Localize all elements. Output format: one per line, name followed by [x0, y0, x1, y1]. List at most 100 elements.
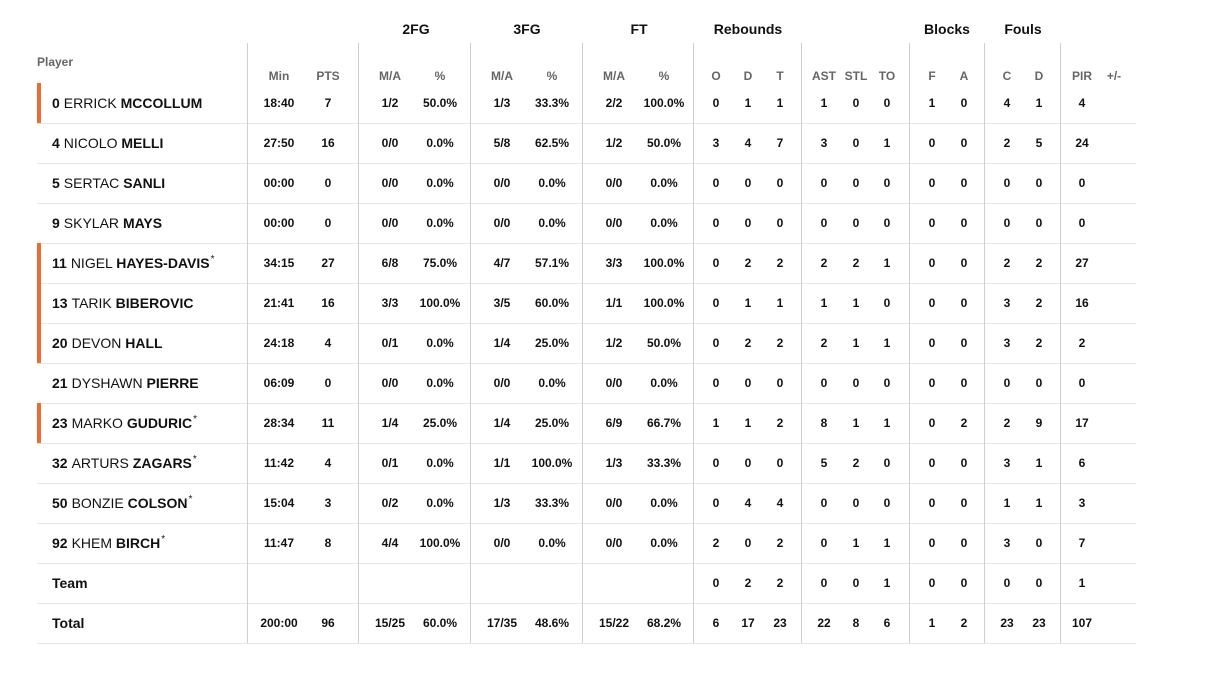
column-divider [1060, 43, 1061, 643]
stat-cell: 0 [712, 176, 720, 190]
stat-cell: 0 [960, 496, 968, 510]
stat-cell: 1/4 [381, 416, 399, 430]
stat-cell: 0.0% [538, 536, 566, 550]
stat-cell: 5 [820, 456, 828, 470]
stat-cell: 3 [1003, 336, 1011, 350]
stat-cell: 0 [928, 176, 936, 190]
column-header[interactable]: +/- [1106, 69, 1122, 83]
total-row-label: Total [52, 615, 85, 631]
player-name-link[interactable]: 4 NICOLO MELLI [52, 123, 164, 163]
column-divider [801, 43, 802, 643]
stat-cell: 2 [852, 256, 860, 270]
stat-cell: 0.0% [426, 496, 454, 510]
player-last-name: BIBEROVIC [115, 295, 194, 311]
stat-cell: 0 [712, 456, 720, 470]
stat-cell: 1/3 [493, 496, 511, 510]
column-header[interactable]: D [1034, 69, 1044, 83]
stat-cell: 2 [776, 536, 784, 550]
column-header[interactable]: C [1002, 69, 1012, 83]
stat-cell: 100.0% [419, 536, 461, 550]
column-header[interactable]: Min [268, 69, 290, 83]
asterisk-marker: * [192, 454, 197, 465]
player-name-link[interactable]: 9 SKYLAR MAYS [52, 203, 163, 243]
stat-cell: 4 [324, 456, 332, 470]
stat-cell [1092, 323, 1136, 363]
stat-cell: 23 [1000, 616, 1014, 630]
stat-cell: 0/0 [605, 536, 623, 550]
column-header[interactable]: AST [812, 69, 836, 83]
stat-cell: 33.3% [534, 96, 570, 110]
stat-cell: 1 [820, 96, 828, 110]
column-header[interactable]: A [959, 69, 969, 83]
stat-cell: 0 [960, 336, 968, 350]
player-name-link[interactable]: 23 MARKO GUDURIC* [52, 403, 197, 443]
stat-cell: 2 [744, 256, 752, 270]
stat-cell: 1 [852, 296, 860, 310]
column-header[interactable]: TO [878, 69, 896, 83]
column-header[interactable]: PIR [1071, 69, 1092, 83]
column-header[interactable]: PTS [316, 69, 340, 83]
stat-cell: 4 [744, 496, 752, 510]
stat-cell: 1 [852, 536, 860, 550]
stat-cell: 2 [1035, 336, 1043, 350]
player-name-link[interactable]: 50 BONZIE COLSON* [52, 483, 192, 523]
player-name-link[interactable]: 11 NIGEL HAYES-DAVIS* [52, 243, 214, 283]
stat-cell: 0 [1003, 376, 1011, 390]
stat-cell: 1 [820, 296, 828, 310]
stat-cell: 11:47 [263, 536, 295, 550]
column-header[interactable]: % [434, 69, 446, 83]
group-header-rebounds: Rebounds [713, 21, 783, 37]
stat-cell: 0 [1078, 176, 1086, 190]
stat-cell: 6 [883, 616, 891, 630]
stat-cell: 0 [820, 496, 828, 510]
player-name-link[interactable]: 20 DEVON HALL [52, 323, 164, 363]
stat-cell: 25.0% [534, 416, 570, 430]
stat-cell: 17/35 [486, 616, 518, 630]
stat-cell: 0 [883, 296, 891, 310]
column-divider [909, 43, 910, 643]
column-header[interactable]: STL [844, 69, 868, 83]
column-header[interactable]: O [711, 69, 721, 83]
stat-cell: 24:18 [263, 336, 295, 350]
stat-cell: 0.0% [426, 176, 454, 190]
stat-cell: 60.0% [422, 616, 458, 630]
stat-cell: 0/0 [605, 176, 623, 190]
group-header-fouls: Fouls [1004, 21, 1042, 37]
stat-cell: 0.0% [426, 336, 454, 350]
column-header[interactable]: M/A [379, 69, 401, 83]
stat-cell: 4 [776, 496, 784, 510]
player-name-link[interactable]: 32 ARTURS ZAGARS* [52, 443, 197, 483]
player-row: 4 NICOLO MELLI 27:50 16 0/0 0.0% 5/8 62.5% 1/2 50… [37, 123, 1136, 164]
player-name-link[interactable]: 92 KHEM BIRCH* [52, 523, 165, 563]
player-row: 20 DEVON HALL 24:18 4 0/1 0.0% 1/4 25.0% 1/2 50.0… [37, 323, 1136, 364]
player-name-link[interactable]: 21 DYSHAWN PIERRE [52, 363, 200, 403]
player-last-name: BIRCH [115, 535, 161, 551]
stat-cell: 0 [928, 456, 936, 470]
player-last-name: MAYS [122, 215, 163, 231]
column-header[interactable]: % [546, 69, 558, 83]
stat-cell: 0 [928, 296, 936, 310]
column-header[interactable]: D [743, 69, 753, 83]
stat-cell: 22 [817, 616, 831, 630]
column-header[interactable]: F [928, 69, 936, 83]
column-header[interactable]: M/A [603, 69, 625, 83]
player-name-link[interactable]: 5 SERTAC SANLI [52, 163, 166, 203]
column-header[interactable]: M/A [491, 69, 513, 83]
player-number: 92 [52, 535, 68, 551]
stat-cell: 0 [820, 216, 828, 230]
stat-cell [642, 563, 686, 603]
stat-cell: 0 [852, 96, 860, 110]
column-header[interactable]: % [658, 69, 670, 83]
column-header[interactable]: T [776, 69, 784, 83]
player-name-link[interactable]: 13 TARIK BIBEROVIC [52, 283, 194, 323]
stat-cell: 8 [852, 616, 860, 630]
stat-cell: 3/5 [493, 296, 511, 310]
stat-cell: 1/2 [605, 336, 623, 350]
stat-cell: 0/1 [381, 336, 399, 350]
stat-cell: 0 [712, 96, 720, 110]
player-name-link[interactable]: 0 ERRICK MCCOLLUM [52, 83, 203, 123]
stat-cell: 1 [852, 336, 860, 350]
player-row: 13 TARIK BIBEROVIC 21:41 16 3/3 100.0% 3/5 60.0… [37, 283, 1136, 324]
stat-cell: 0 [712, 336, 720, 350]
column-divider [693, 43, 694, 643]
